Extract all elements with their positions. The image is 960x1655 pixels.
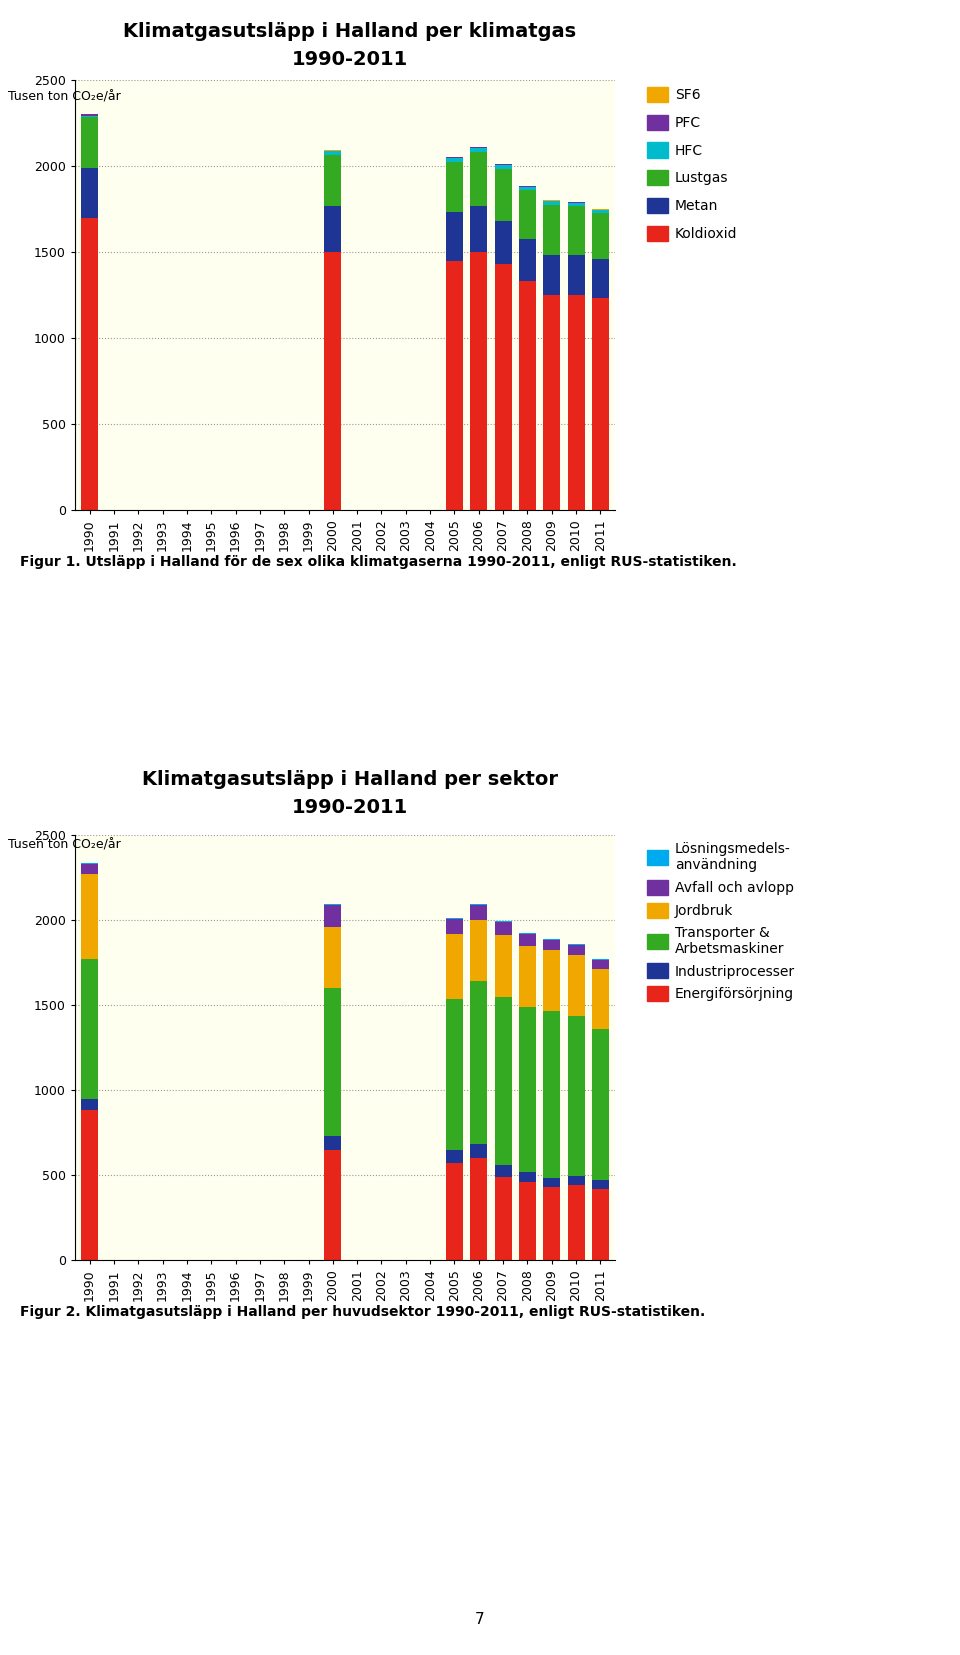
Bar xyxy=(543,255,561,295)
Bar xyxy=(470,252,488,510)
Legend: SF6, PFC, HFC, Lustgas, Metan, Koldioxid: SF6, PFC, HFC, Lustgas, Metan, Koldioxid xyxy=(647,88,737,240)
Bar xyxy=(470,152,488,205)
Bar xyxy=(592,298,609,510)
Bar xyxy=(519,933,536,945)
Bar xyxy=(324,205,342,252)
Bar xyxy=(81,1099,98,1111)
Bar xyxy=(543,205,561,255)
Bar xyxy=(543,295,561,510)
Text: Figur 2. Klimatgasutsläpp i Halland per huvudsektor 1990-2011, enligt RUS-statis: Figur 2. Klimatgasutsläpp i Halland per … xyxy=(20,1306,706,1319)
Bar xyxy=(592,970,609,1029)
Bar xyxy=(494,222,512,265)
Bar xyxy=(324,252,342,510)
Bar xyxy=(81,864,98,874)
Text: Tusen ton CO₂e/år: Tusen ton CO₂e/år xyxy=(8,89,121,103)
Bar xyxy=(592,1180,609,1188)
Text: Tusen ton CO₂e/år: Tusen ton CO₂e/år xyxy=(8,837,121,851)
Bar xyxy=(324,156,342,205)
Bar xyxy=(470,1144,488,1158)
Text: Klimatgasutsläpp i Halland per sektor: Klimatgasutsläpp i Halland per sektor xyxy=(142,770,558,789)
Bar xyxy=(446,935,463,1000)
Bar xyxy=(567,1016,585,1175)
Bar xyxy=(567,207,585,255)
Bar xyxy=(592,1188,609,1259)
Bar xyxy=(446,1163,463,1259)
Bar xyxy=(470,1158,488,1259)
Bar xyxy=(543,950,561,1011)
Bar xyxy=(81,1111,98,1259)
Bar xyxy=(567,1175,585,1185)
Bar xyxy=(567,1185,585,1259)
Bar xyxy=(81,167,98,217)
Text: Klimatgasutsläpp i Halland per klimatgas: Klimatgasutsläpp i Halland per klimatgas xyxy=(124,22,577,41)
Bar xyxy=(470,920,488,981)
Bar xyxy=(543,1187,561,1259)
Bar xyxy=(494,1177,512,1259)
Bar xyxy=(324,151,342,156)
Bar xyxy=(592,960,609,970)
Bar xyxy=(446,919,463,935)
Bar xyxy=(81,114,98,116)
Bar xyxy=(494,922,512,935)
Bar xyxy=(324,988,342,1135)
Bar xyxy=(324,1150,342,1259)
Text: Figur 1. Utsläpp i Halland för de sex olika klimatgaserna 1990-2011, enligt RUS-: Figur 1. Utsläpp i Halland för de sex ol… xyxy=(20,554,736,569)
Bar xyxy=(81,960,98,1099)
Bar xyxy=(519,187,536,190)
Bar xyxy=(494,166,512,169)
Bar xyxy=(446,159,463,162)
Bar xyxy=(519,281,536,510)
Bar xyxy=(470,205,488,252)
Bar xyxy=(567,255,585,295)
Bar xyxy=(324,927,342,988)
Bar xyxy=(567,204,585,207)
Bar xyxy=(519,1006,536,1172)
Bar xyxy=(81,874,98,960)
Bar xyxy=(592,1029,609,1180)
Bar xyxy=(446,212,463,260)
Bar xyxy=(470,981,488,1144)
Bar xyxy=(543,940,561,950)
Bar xyxy=(494,1165,512,1177)
Bar xyxy=(567,945,585,955)
Bar xyxy=(470,147,488,152)
Bar xyxy=(446,1150,463,1163)
Bar xyxy=(81,217,98,510)
Bar xyxy=(519,945,536,1006)
Bar xyxy=(494,996,512,1165)
Bar xyxy=(446,1000,463,1150)
Bar xyxy=(324,1135,342,1150)
Bar xyxy=(494,169,512,222)
Bar xyxy=(592,213,609,258)
Bar xyxy=(446,162,463,212)
Bar xyxy=(81,118,98,167)
Bar xyxy=(592,258,609,298)
Bar xyxy=(324,905,342,927)
Bar xyxy=(543,1178,561,1187)
Bar xyxy=(543,202,561,205)
Bar xyxy=(567,295,585,510)
Text: 1990-2011: 1990-2011 xyxy=(292,50,408,70)
Bar xyxy=(543,1011,561,1178)
Bar xyxy=(592,210,609,213)
Bar xyxy=(519,190,536,238)
Bar xyxy=(519,238,536,281)
Bar xyxy=(519,1172,536,1182)
Bar xyxy=(494,935,512,996)
Bar xyxy=(494,265,512,510)
Bar xyxy=(446,260,463,510)
Legend: Lösningsmedels-
användning, Avfall och avlopp, Jordbruk, Transporter &
Arbetsmas: Lösningsmedels- användning, Avfall och a… xyxy=(647,842,795,1001)
Bar xyxy=(470,905,488,920)
Text: 7: 7 xyxy=(475,1612,485,1627)
Bar xyxy=(567,955,585,1016)
Text: 1990-2011: 1990-2011 xyxy=(292,798,408,818)
Bar xyxy=(519,1182,536,1259)
